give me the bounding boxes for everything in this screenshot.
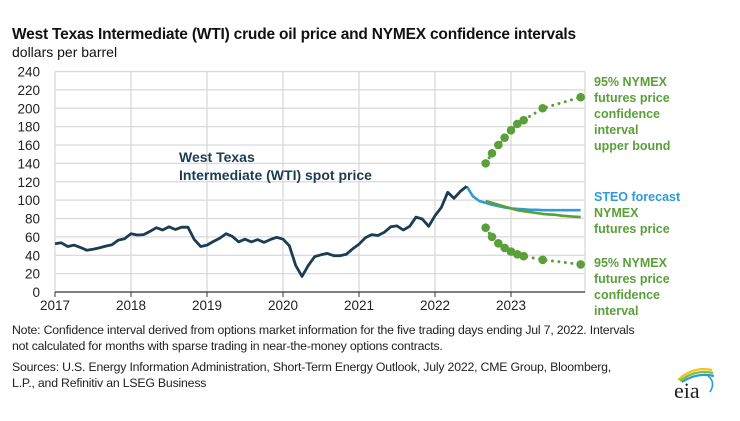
upper-bound-label: 95% NYMEX futures price confidence inter… (594, 74, 670, 154)
upper-bound-point (506, 126, 516, 135)
x-tick-label: 2022 (420, 298, 450, 313)
lower-bound-point (487, 232, 497, 242)
upper-label-line: upper bound (594, 139, 671, 153)
y-tick-label: 120 (17, 175, 40, 190)
lower-bound-point (481, 223, 490, 232)
x-tick-label: 2019 (192, 298, 222, 313)
eia-logo: eia (668, 362, 718, 403)
y-tick-label: 140 (17, 156, 40, 171)
nymex-label-line: futures price (594, 222, 670, 236)
gridlines (54, 70, 586, 297)
upper-bound-point (576, 92, 585, 102)
upper-bound-point (487, 148, 497, 158)
forecast-label: STEO forecast NYMEX futures price (594, 189, 680, 237)
upper-label-line: futures price (594, 91, 670, 105)
y-tick-label: 240 (17, 65, 40, 80)
spot-label-line: West Texas (179, 149, 255, 165)
y-tick-label: 100 (17, 193, 40, 208)
spot-label-line: Intermediate (WTI) spot price (179, 167, 372, 183)
x-tick-label: 2021 (344, 298, 374, 313)
upper-label-line: 95% NYMEX (594, 75, 667, 89)
upper-bound-point (513, 119, 522, 129)
lower-bound-label: 95% NYMEX futures price confidence inter… (594, 255, 670, 319)
chart-sources: Sources: U.S. Energy Information Adminis… (12, 360, 611, 390)
upper-bound-point (500, 133, 509, 142)
steo-forecast-label: STEO forecast (594, 190, 681, 204)
upper-bound-point (538, 103, 547, 113)
lower-bound-point (538, 255, 547, 265)
upper-bound-dotted-line (484, 95, 583, 165)
chart-title: West Texas Intermediate (WTI) crude oil … (12, 26, 576, 43)
y-tick-label: 0 (32, 285, 40, 300)
upper-bound-point (519, 115, 528, 125)
x-tick-label: 2018 (116, 298, 146, 313)
wti-spot-price-line (54, 185, 468, 278)
nymex-futures-line (485, 199, 581, 219)
lower-label-line: 95% NYMEX (594, 256, 667, 270)
chart-note: Note: Confidence interval derived from o… (12, 323, 635, 353)
upper-bound-point (481, 159, 490, 168)
lower-label-line: futures price (594, 272, 670, 286)
upper-label-line: interval (594, 123, 639, 137)
nymex-label-line: NYMEX (594, 206, 639, 220)
x-tick-label: 2017 (40, 298, 70, 313)
chart-subtitle: dollars per barrel (12, 44, 118, 60)
y-tick-label: 20 (25, 267, 40, 282)
upper-label-line: confidence (594, 107, 660, 121)
lower-bound-point (500, 243, 509, 253)
y-tick-label: 220 (17, 83, 40, 98)
y-tick-label: 40 (25, 248, 40, 263)
y-tick-label: 160 (17, 138, 40, 153)
y-tick-label: 80 (25, 212, 40, 227)
steo-forecast-line (465, 185, 581, 212)
lower-label-line: confidence (594, 288, 660, 302)
spot-price-label: West Texas Intermediate (WTI) spot price (179, 148, 372, 184)
y-tick-label: 200 (17, 101, 40, 116)
y-tick-label: 180 (17, 120, 40, 135)
lower-label-line: interval (594, 304, 639, 318)
lower-bound-point (519, 251, 528, 261)
eia-logo-text: eia (674, 378, 700, 402)
series-layer (54, 92, 585, 278)
x-tick-label: 2020 (268, 298, 298, 313)
y-tick-label: 60 (25, 230, 40, 245)
x-axis-ticks: 2017 2018 2019 2020 2021 2022 2023 (40, 298, 526, 313)
lower-bound-point (576, 260, 585, 269)
y-axis-ticks: 0 20 40 60 80 100 120 140 160 180 200 220 240 (17, 65, 40, 301)
x-tick-label: 2023 (496, 298, 526, 313)
lower-bound-point (494, 239, 503, 248)
upper-bound-point (494, 140, 503, 150)
